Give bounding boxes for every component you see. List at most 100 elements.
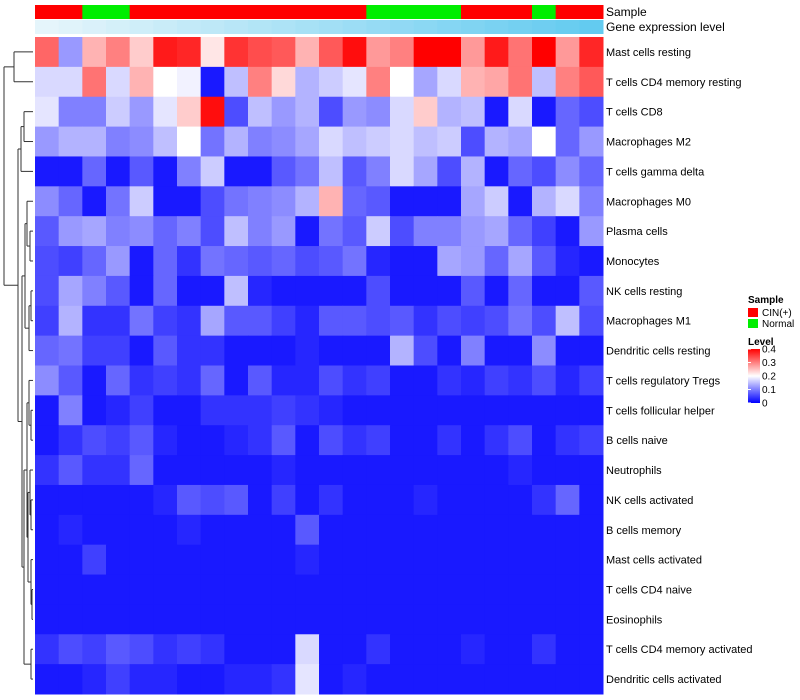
sample-annotation-cell bbox=[200, 5, 225, 19]
heatmap-cell bbox=[106, 66, 131, 98]
heatmap-cell bbox=[484, 216, 509, 247]
row-label: Mast cells activated bbox=[606, 555, 702, 567]
heatmap-cell bbox=[82, 604, 107, 635]
heatmap-cell bbox=[461, 574, 486, 605]
heatmap-cell bbox=[35, 455, 60, 486]
heatmap-cell bbox=[153, 275, 178, 307]
heatmap-cell bbox=[248, 66, 273, 98]
heatmap-cell bbox=[437, 37, 462, 68]
heatmap-cell bbox=[413, 395, 438, 426]
heatmap-cell bbox=[579, 574, 604, 605]
heatmap-cell bbox=[532, 365, 557, 396]
heatmap-cell bbox=[413, 604, 438, 635]
heatmap-cell bbox=[390, 365, 415, 396]
sample-annotation-cell bbox=[390, 5, 415, 19]
row-label: Macrophages M2 bbox=[606, 137, 691, 149]
row-label: T cells regulatory Tregs bbox=[606, 375, 721, 387]
expression-annotation-cell bbox=[461, 20, 486, 34]
heatmap-cell bbox=[484, 66, 509, 98]
heatmap-cell bbox=[177, 66, 202, 98]
heatmap-cell bbox=[484, 305, 509, 337]
sample-annotation-cell bbox=[129, 5, 154, 19]
heatmap-cell bbox=[200, 544, 225, 576]
heatmap-cell bbox=[248, 514, 273, 546]
heatmap-cell bbox=[200, 425, 225, 456]
heatmap-cell bbox=[342, 395, 367, 426]
heatmap-cell bbox=[224, 634, 249, 665]
heatmap-cell bbox=[248, 574, 273, 605]
heatmap-cell bbox=[224, 395, 249, 426]
heatmap-cell bbox=[177, 574, 202, 605]
heatmap-cell bbox=[177, 395, 202, 426]
heatmap-cell bbox=[508, 126, 533, 157]
heatmap-cell bbox=[58, 216, 83, 247]
heatmap-cell bbox=[390, 395, 415, 426]
heatmap-cell bbox=[200, 275, 225, 307]
row-label: NK cells resting bbox=[606, 286, 682, 298]
row-label: T cells CD8 bbox=[606, 107, 663, 119]
heatmap-cell bbox=[271, 66, 296, 98]
sample-annotation-cell bbox=[508, 5, 533, 19]
heatmap-cell bbox=[508, 66, 533, 98]
heatmap-cell bbox=[153, 96, 178, 128]
heatmap-cell bbox=[413, 96, 438, 128]
heatmap-cell bbox=[413, 574, 438, 605]
heatmap-cell bbox=[342, 186, 367, 217]
expression-annotation-cell bbox=[200, 20, 225, 34]
row-label: Dendritic cells activated bbox=[606, 674, 722, 686]
heatmap-cell bbox=[413, 275, 438, 307]
heatmap-cell bbox=[177, 96, 202, 128]
heatmap-cell bbox=[248, 544, 273, 576]
heatmap-cell bbox=[413, 455, 438, 486]
heatmap-cell bbox=[224, 574, 249, 605]
heatmap-cell bbox=[35, 96, 60, 128]
heatmap-cell bbox=[413, 365, 438, 396]
heatmap-cell bbox=[342, 514, 367, 546]
heatmap-cell bbox=[413, 186, 438, 217]
heatmap-cell bbox=[319, 664, 344, 695]
heatmap-cell bbox=[153, 604, 178, 635]
legend-normal-label: Normal bbox=[762, 319, 794, 330]
heatmap-cell bbox=[248, 37, 273, 68]
heatmap-cell bbox=[295, 335, 320, 366]
heatmap-cell bbox=[508, 484, 533, 516]
heatmap-cell bbox=[484, 246, 509, 277]
heatmap-cell bbox=[224, 664, 249, 695]
heatmap-cell bbox=[413, 514, 438, 546]
heatmap-cell bbox=[508, 186, 533, 217]
heatmap-cell bbox=[342, 604, 367, 635]
column-annotations bbox=[35, 5, 604, 34]
expression-annotation-cell bbox=[532, 20, 557, 34]
row-label: Monocytes bbox=[606, 256, 660, 268]
heatmap-cell bbox=[58, 96, 83, 128]
sample-annotation-cell bbox=[177, 5, 202, 19]
heatmap-cell bbox=[58, 37, 83, 68]
expression-annotation-cell bbox=[224, 20, 249, 34]
heatmap-cell bbox=[461, 37, 486, 68]
heatmap-cell bbox=[271, 156, 296, 187]
heatmap-cell bbox=[366, 484, 391, 516]
heatmap-cell bbox=[295, 395, 320, 426]
heatmap-cell bbox=[555, 275, 580, 307]
heatmap-cell bbox=[461, 186, 486, 217]
heatmap-cell bbox=[106, 186, 131, 217]
heatmap-cell bbox=[366, 455, 391, 486]
heatmap-cell bbox=[82, 246, 107, 277]
heatmap-cell bbox=[58, 604, 83, 635]
heatmap-cell bbox=[271, 514, 296, 546]
heatmap-cell bbox=[413, 335, 438, 366]
row-dendrogram bbox=[3, 51, 33, 680]
sample-annotation-cell bbox=[461, 5, 486, 19]
heatmap-cell bbox=[342, 484, 367, 516]
heatmap-cell bbox=[58, 186, 83, 217]
heatmap-cell bbox=[248, 365, 273, 396]
heatmap-cell bbox=[319, 246, 344, 277]
heatmap-cell bbox=[295, 425, 320, 456]
heatmap-cell bbox=[532, 156, 557, 187]
heatmap-cell bbox=[508, 604, 533, 635]
heatmap-cell bbox=[342, 216, 367, 247]
heatmap-cell bbox=[390, 96, 415, 128]
heatmap-cell bbox=[177, 425, 202, 456]
heatmap-cell bbox=[390, 455, 415, 486]
row-label: Mast cells resting bbox=[606, 47, 691, 59]
